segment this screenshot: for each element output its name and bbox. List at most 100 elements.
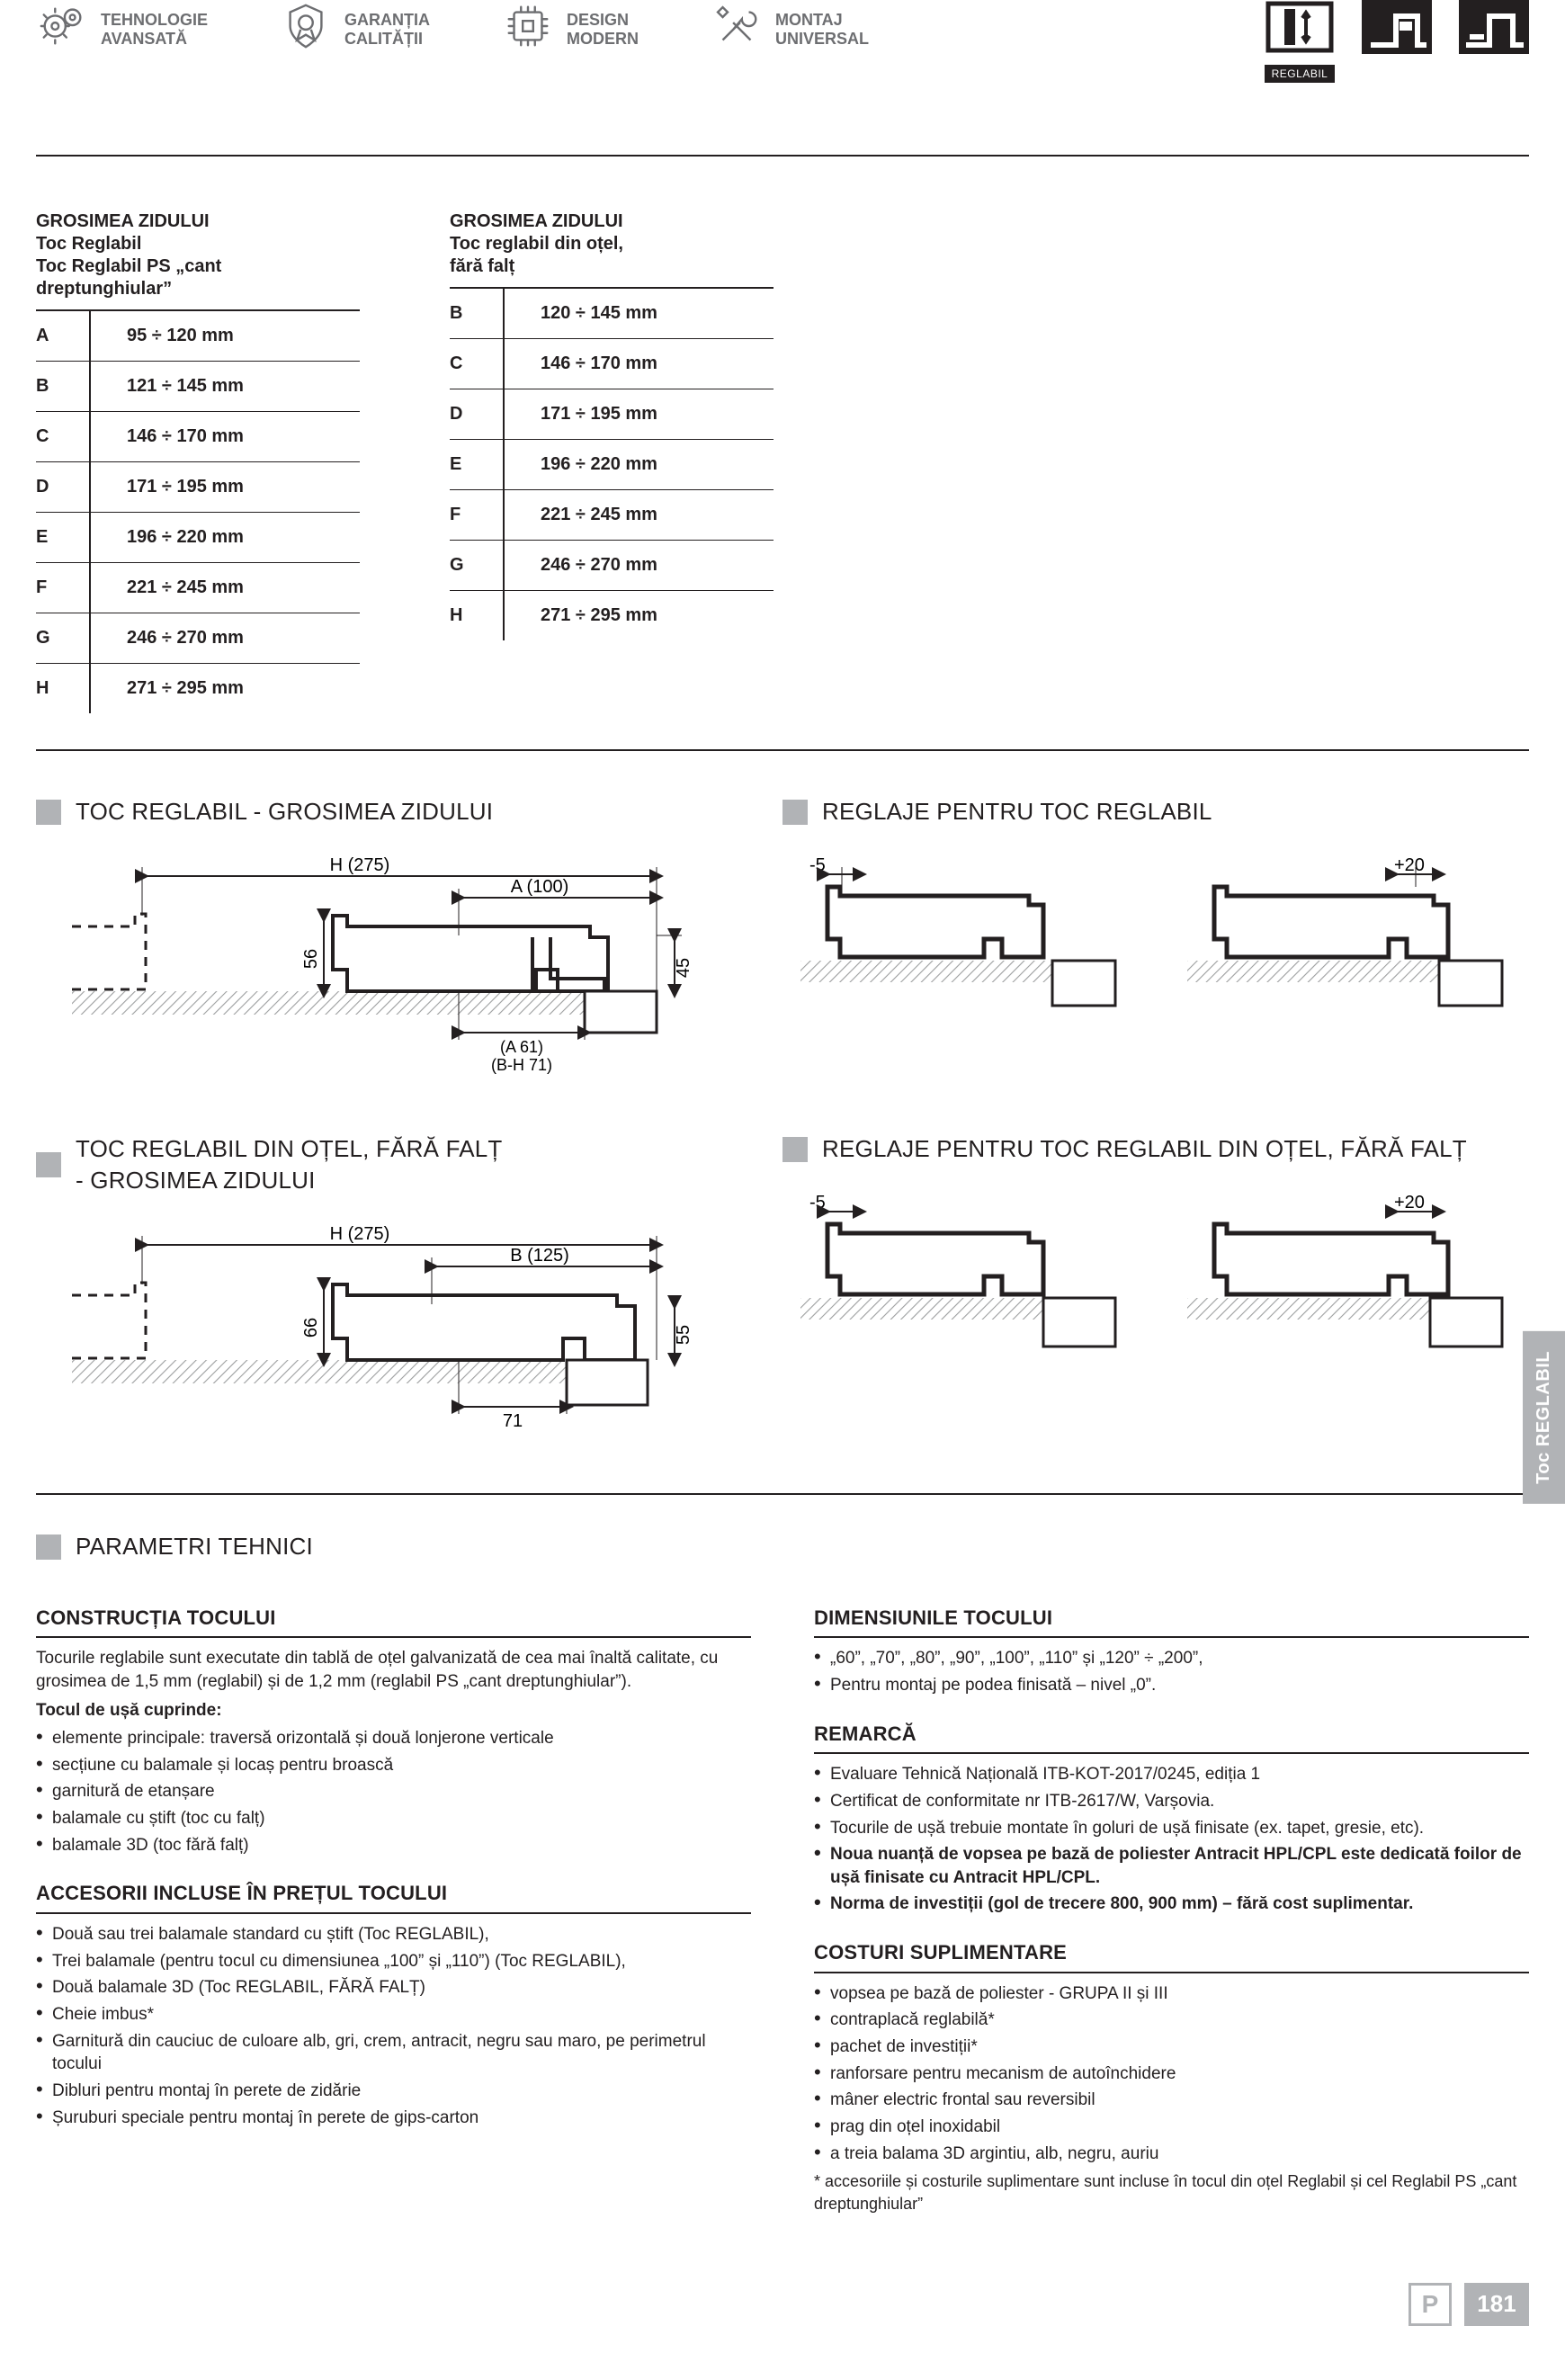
section-heading: REGLAJE PENTRU TOC REGLABIL — [782, 796, 1529, 828]
table-row-letter: B — [450, 289, 504, 339]
table-row-letter: H — [36, 664, 90, 714]
footnote: * accesoriile și costurile suplimentare … — [814, 2170, 1529, 2214]
list-item: elemente principale: traversă orizontală… — [36, 1727, 751, 1750]
svg-text:(B-H 71): (B-H 71) — [491, 1056, 552, 1074]
construction-includes-label: Tocul de ușă cuprinde: — [36, 1699, 751, 1722]
svg-text:(A 61): (A 61) — [500, 1038, 543, 1056]
table-row-value: 196 ÷ 220 mm — [90, 513, 360, 563]
table-row-value: 171 ÷ 195 mm — [504, 389, 774, 440]
accessories-list: Două sau trei balamale standard cu știft… — [36, 1923, 751, 2129]
table-row-letter: C — [450, 339, 504, 389]
reglabil-icon: REGLABIL — [1265, 0, 1335, 83]
table-row-letter: F — [36, 563, 90, 613]
table-row-letter: D — [450, 389, 504, 440]
table-row-letter: G — [36, 613, 90, 664]
section-heading-params: PARAMETRI TEHNICI — [36, 1531, 1529, 1562]
list-item: Garnitură din cauciuc de culoare alb, gr… — [36, 2030, 751, 2076]
svg-text:45: 45 — [674, 958, 693, 978]
svg-text:-5: -5 — [809, 855, 826, 875]
top-right-icons: REGLABIL — [1265, 0, 1529, 83]
list-item: Tocurile de ușă trebuie montate în golur… — [814, 1817, 1529, 1840]
tools-icon — [711, 0, 763, 59]
feature-label: MONTAJUNIVERSAL — [775, 11, 869, 48]
dimensions-list: „60”, „70”, „80”, „90”, „100”, „110” și … — [814, 1647, 1529, 1696]
table-row-value: 221 ÷ 245 mm — [90, 563, 360, 613]
subhead-costs: COSTURI SUPLIMENTARE — [814, 1939, 1529, 1973]
wall-thickness-tables: GROSIMEA ZIDULUI Toc Reglabil Toc Reglab… — [36, 210, 1529, 713]
list-item: Norma de investiții (gol de trecere 800,… — [814, 1892, 1529, 1916]
table-row-value: 121 ÷ 145 mm — [90, 362, 360, 412]
diagram-reglaje-2: -5 +20 — [782, 1183, 1529, 1381]
subhead-remark: REMARCĂ — [814, 1721, 1529, 1755]
badge-icon — [280, 0, 332, 59]
diagram-toc-fara-falt: H (275) B (125) 66 55 71 — [36, 1214, 747, 1448]
list-item: contraplacă reglabilă* — [814, 2009, 1529, 2032]
svg-text:56: 56 — [301, 949, 321, 969]
svg-text:B (125): B (125) — [510, 1246, 569, 1266]
svg-text:+20: +20 — [1394, 855, 1425, 875]
diagrams-row-2: TOC REGLABIL DIN OȚEL, FĂRĂ FALȚ- GROSIM… — [36, 1124, 1529, 1448]
page-footer: P 181 — [36, 2283, 1529, 2326]
profile-icon-1 — [1362, 0, 1432, 61]
table-row-letter: G — [450, 541, 504, 591]
subhead-accessories: ACCESORII INCLUSE ÎN PREȚUL TOCULUI — [36, 1880, 751, 1914]
list-item: ranforsare pentru mecanism de autoînchid… — [814, 2062, 1529, 2086]
list-item: Noua nuanță de vopsea pe bază de poliest… — [814, 1843, 1529, 1889]
table-right-heading: GROSIMEA ZIDULUI Toc reglabil din oțel, … — [450, 210, 774, 289]
side-tab: Toc REGLABIL — [1523, 1331, 1565, 1504]
separator — [36, 155, 1529, 157]
table-right: GROSIMEA ZIDULUI Toc reglabil din oțel, … — [450, 210, 774, 713]
list-item: a treia balama 3D argintiu, alb, negru, … — [814, 2143, 1529, 2166]
table-row-letter: C — [36, 412, 90, 462]
list-item: secțiune cu balamale și locaș pentru bro… — [36, 1754, 751, 1777]
list-item: mâner electric frontal sau reversibil — [814, 2089, 1529, 2112]
svg-text:66: 66 — [301, 1318, 321, 1338]
table-left-heading: GROSIMEA ZIDULUI Toc Reglabil Toc Reglab… — [36, 210, 360, 311]
page-number: 181 — [1464, 2283, 1529, 2326]
subhead-construction: CONSTRUCȚIA TOCULUI — [36, 1605, 751, 1639]
list-item: Evaluare Tehnică Națională ITB-KOT-2017/… — [814, 1763, 1529, 1786]
separator — [36, 749, 1529, 751]
table-row-letter: E — [450, 440, 504, 490]
svg-text:H (275): H (275) — [330, 1224, 390, 1244]
section-heading: TOC REGLABIL DIN OȚEL, FĂRĂ FALȚ- GROSIM… — [36, 1133, 747, 1196]
section-heading: REGLAJE PENTRU TOC REGLABIL DIN OȚEL, FĂ… — [782, 1133, 1529, 1165]
table-row-value: 221 ÷ 245 mm — [504, 490, 774, 541]
costs-list: vopsea pe bază de poliester - GRUPA II ș… — [814, 1982, 1529, 2165]
table-row-value: 271 ÷ 295 mm — [504, 591, 774, 641]
list-item: Șuruburi speciale pentru montaj în peret… — [36, 2107, 751, 2130]
svg-text:H (275): H (275) — [330, 855, 390, 875]
profile-icon-2 — [1459, 0, 1529, 61]
list-item: balamale 3D (toc fără falț) — [36, 1834, 751, 1857]
brand-mark-icon: P — [1408, 2283, 1452, 2326]
svg-text:71: 71 — [503, 1411, 523, 1431]
list-item: balamale cu știft (toc cu falț) — [36, 1807, 751, 1830]
diagrams-row-1: TOC REGLABIL - GROSIMEA ZIDULUI — [36, 787, 1529, 1079]
svg-text:A (100): A (100) — [511, 877, 568, 897]
table-row-value: 196 ÷ 220 mm — [504, 440, 774, 490]
remark-list: Evaluare Tehnică Națională ITB-KOT-2017/… — [814, 1763, 1529, 1916]
table-row-letter: D — [36, 462, 90, 513]
list-item: Două balamale 3D (Toc REGLABIL, FĂRĂ FAL… — [36, 1976, 751, 2000]
chip-icon — [502, 0, 554, 59]
section-heading: TOC REGLABIL - GROSIMEA ZIDULUI — [36, 796, 747, 828]
construction-list: elemente principale: traversă orizontală… — [36, 1727, 751, 1857]
list-item: Trei balamale (pentru tocul cu dimensiun… — [36, 1950, 751, 1973]
feature-quality: GARANȚIACALITĂȚII — [280, 0, 430, 59]
feature-tech: TEHNOLOGIEAVANSATĂ — [36, 0, 208, 59]
table-left: GROSIMEA ZIDULUI Toc Reglabil Toc Reglab… — [36, 210, 360, 713]
list-item: „60”, „70”, „80”, „90”, „100”, „110” și … — [814, 1647, 1529, 1670]
reglabil-tag: REGLABIL — [1265, 65, 1335, 83]
table-row-value: 146 ÷ 170 mm — [504, 339, 774, 389]
feature-label: TEHNOLOGIEAVANSATĂ — [101, 11, 208, 48]
list-item: Cheie imbus* — [36, 2003, 751, 2027]
svg-text:+20: +20 — [1394, 1193, 1425, 1212]
table-row-value: 146 ÷ 170 mm — [90, 412, 360, 462]
list-item: prag din oțel inoxidabil — [814, 2116, 1529, 2139]
subhead-dimensions: DIMENSIUNILE TOCULUI — [814, 1605, 1529, 1639]
feature-design: DESIGNMODERN — [502, 0, 639, 59]
svg-text:-5: -5 — [809, 1193, 826, 1212]
list-item: Pentru montaj pe podea finisată – nivel … — [814, 1674, 1529, 1697]
table-row-value: 246 ÷ 270 mm — [504, 541, 774, 591]
feature-label: GARANȚIACALITĂȚII — [344, 11, 430, 48]
